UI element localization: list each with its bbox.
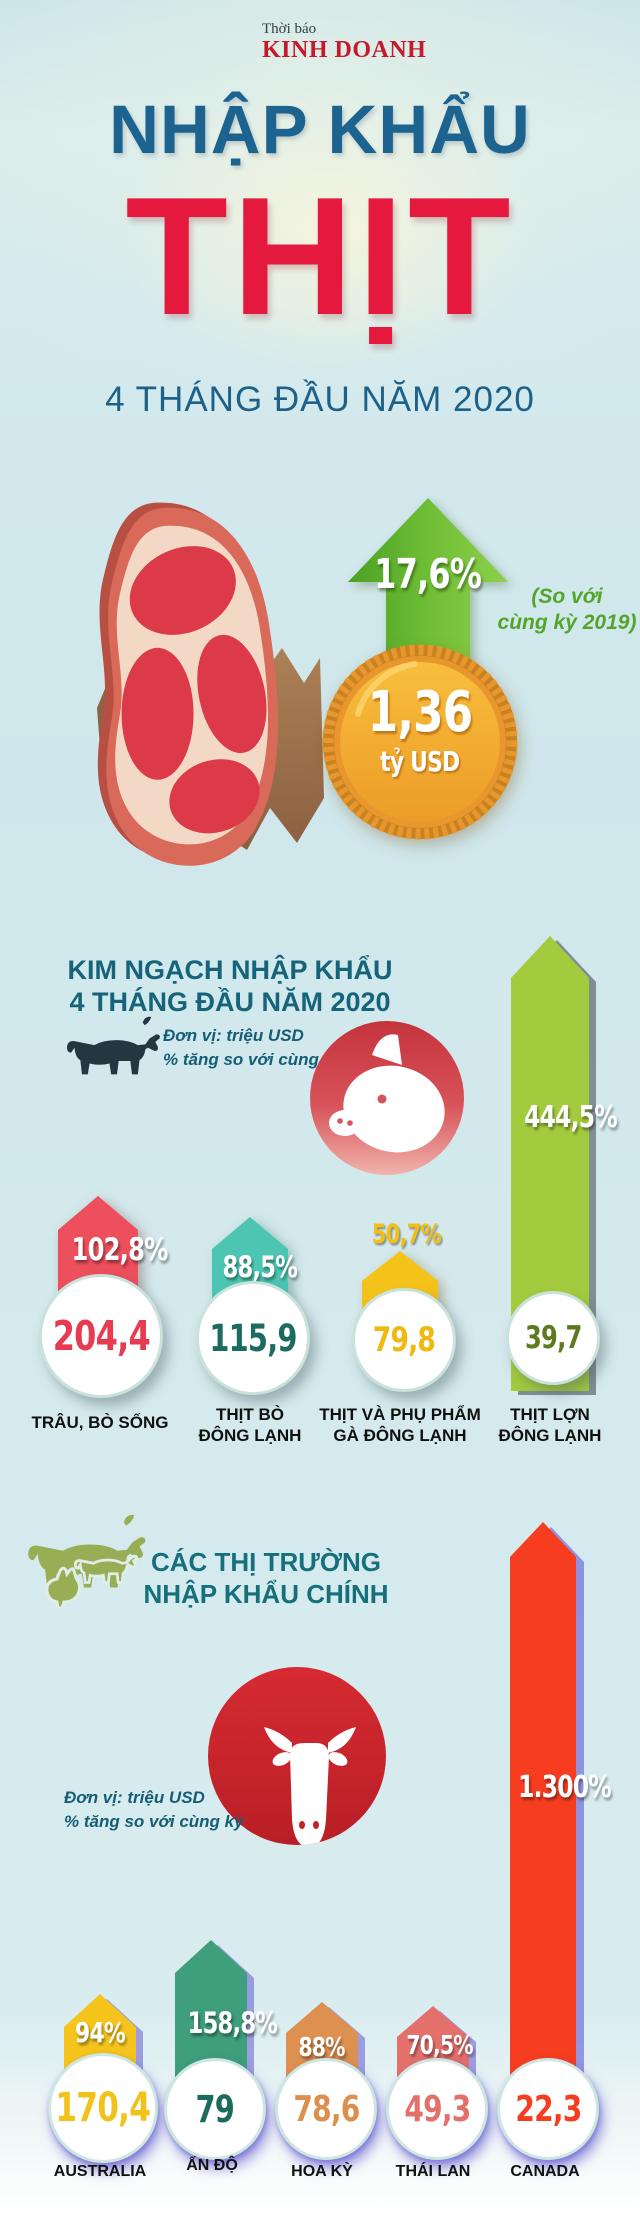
page-title-line2: THỊT — [125, 162, 515, 350]
chart2-value-canada: 22,3 — [514, 2088, 582, 2130]
chart1-category-chicken: THỊT VÀ PHỤ PHẨM GÀ ĐÔNG LẠNH — [319, 1405, 481, 1445]
chart1-category-frozen-beef: THỊT BÒ ĐÔNG LẠNH — [198, 1405, 302, 1445]
chart2-value-circle-canada: 22,3 — [497, 2058, 599, 2160]
chart1-value-frozen-beef: 115,9 — [209, 1316, 297, 1360]
chart2-category-thailand: THÁI LAN — [395, 2163, 471, 2180]
chart2-category-australia: AUSTRALIA — [53, 2163, 147, 2180]
total-import-value: 1,36 — [367, 680, 473, 745]
chart1-category-pork: THỊT LỢN ĐÔNG LẠNH — [498, 1405, 602, 1445]
growth-percent: 17,6% — [374, 550, 482, 598]
chart1-growth-frozen-beef: 88,5% — [222, 1250, 298, 1284]
section1-unit-note: Đơn vị: triệu USD % tăng so với cùng kỳ — [163, 1026, 343, 1069]
chart2-growth-canada: 1.300% — [518, 1770, 612, 1805]
chart2-value-india: 79 — [195, 2087, 235, 2131]
chart2-growth-australia: 94% — [75, 2016, 126, 2049]
total-import-unit: tỷ USD — [380, 745, 460, 778]
chart2-value-australia: 170,4 — [55, 2085, 152, 2131]
section1-title: KIM NGẠCH NHẬP KHẨU 4 THÁNG ĐẦU NĂM 2020 — [67, 955, 393, 1017]
chart1-value-circle-frozen-beef: 115,9 — [196, 1281, 310, 1395]
chart1-value-chicken: 79,8 — [372, 1320, 436, 1360]
cow-icon — [60, 1016, 164, 1076]
bull-icon — [208, 1667, 386, 1845]
chart1-growth-chicken: 50,7% — [371, 1219, 442, 1250]
chart1-value-circle-chicken: 79,8 — [352, 1288, 456, 1392]
steak-illustration-icon — [42, 498, 342, 873]
chart2-value-circle-india: 79 — [164, 2058, 266, 2160]
masthead-subtitle: Thời báo — [262, 21, 317, 37]
chart2-value-circle-usa: 78,6 — [275, 2058, 377, 2160]
chart1-growth-live-cattle: 102,8% — [71, 1232, 169, 1268]
chart2-value-thailand: 49,3 — [403, 2088, 471, 2130]
chart1-value-circle-pork: 39,7 — [506, 1291, 600, 1385]
chart2-value-circle-thailand: 49,3 — [386, 2058, 488, 2160]
chart2-value-circle-australia: 170,4 — [48, 2053, 158, 2163]
coin-icon — [320, 642, 520, 842]
chart1-value-circle-live-cattle: 204,4 — [39, 1274, 163, 1398]
chart2-growth-india: 158,8% — [187, 2006, 278, 2040]
chart1-value-pork: 39,7 — [524, 1320, 582, 1356]
section2-unit-note: Đơn vị: triệu USD % tăng so với cùng kỳ — [64, 1788, 244, 1831]
chart1-category-live-cattle: TRÂU, BÒ SỐNG — [31, 1413, 169, 1432]
chart2-growth-thailand: 70,5% — [406, 2031, 473, 2061]
livestock-icon — [16, 1506, 150, 1610]
chart2-bar-canada — [510, 1522, 576, 2112]
chart1-growth-pork: 444,5% — [524, 1100, 618, 1135]
chart2-category-india: ẤN ĐỘ — [186, 2157, 238, 2174]
section2-title: CÁC THỊ TRƯỜNG NHẬP KHẨU CHÍNH — [143, 1547, 389, 1609]
page-subtitle: 4 THÁNG ĐẦU NĂM 2020 — [105, 380, 535, 419]
masthead-title: KINH DOANH — [262, 37, 427, 63]
growth-note: (So với cùng kỳ 2019) — [497, 585, 637, 634]
chart2-category-canada: CANADA — [510, 2163, 580, 2180]
page-title-line1: NHẬP KHẨU — [109, 91, 531, 168]
pig-icon — [310, 1021, 464, 1175]
chart2-category-usa: HOA KỲ — [291, 2163, 353, 2180]
chart1-value-live-cattle: 204,4 — [52, 1312, 150, 1360]
masthead: Thời báo KINH DOANH — [262, 21, 427, 63]
chart2-value-usa: 78,6 — [292, 2088, 360, 2130]
